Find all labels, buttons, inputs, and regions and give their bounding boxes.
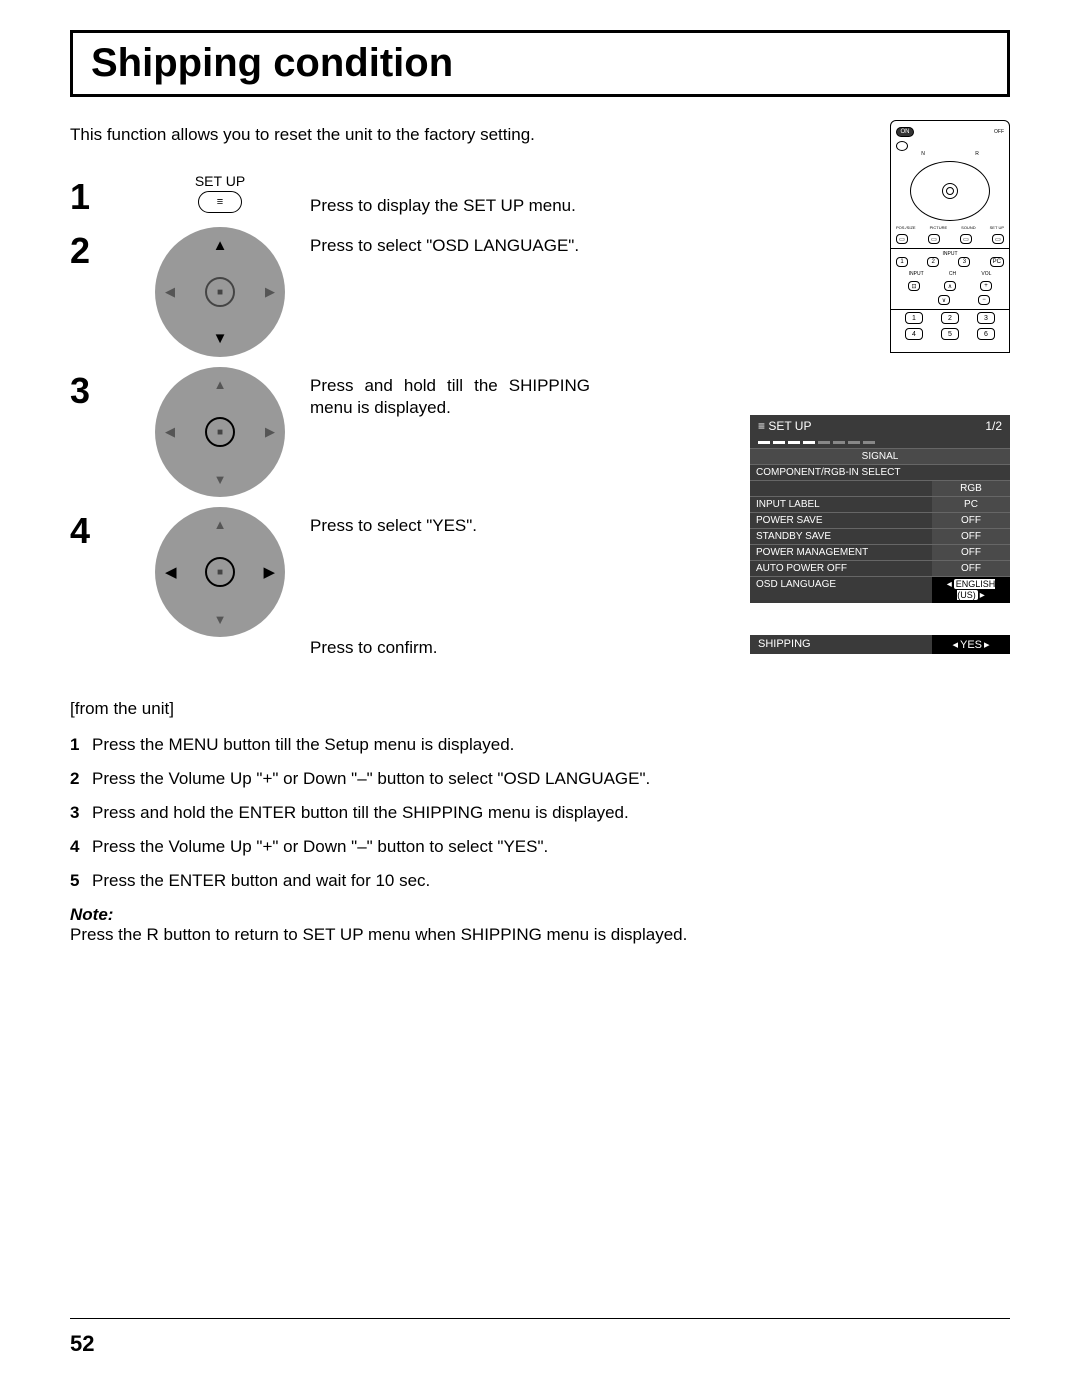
shipping-value: YES (932, 635, 1010, 654)
note-heading: Note: (70, 905, 1010, 925)
from-unit-heading: [from the unit] (70, 699, 1010, 719)
osd-row: POWER MANAGEMENTOFF (750, 544, 1010, 560)
list-item: 3Press and hold the ENTER button till th… (70, 803, 1010, 823)
remote-on-button: ON (896, 127, 914, 137)
osd-row: POWER SAVEOFF (750, 512, 1010, 528)
list-item: 5Press the ENTER button and wait for 10 … (70, 871, 1010, 891)
remote-dpad-icon (910, 161, 990, 221)
remote-r-label: R (950, 151, 1004, 157)
osd-progress-bars (750, 437, 1010, 448)
page-title: Shipping condition (91, 41, 989, 86)
osd-title-bar: ≡ SET UP 1/2 (750, 415, 1010, 437)
footer-rule (70, 1318, 1010, 1319)
osd-setup-menu: ≡ SET UP 1/2 SIGNAL COMPONENT/RGB-IN SEL… (750, 415, 1010, 603)
step-3-graphic: ▲ ▼ ◀ ▶ ■ (130, 367, 310, 497)
step-3-text: Press and hold till the SHIPPING menu is… (310, 367, 590, 419)
step-number: 4 (70, 507, 130, 549)
step-1-text: Press to display the SET UP menu. (310, 173, 576, 217)
step-1: 1 SET UP ≡ Press to display the SET UP m… (70, 173, 1010, 217)
shipping-label: SHIPPING (750, 635, 932, 654)
step-4-graphic: ▲ ▼ ◀ ▶ ■ (130, 507, 310, 637)
step-number: 1 (70, 173, 130, 215)
step-2: 2 ▲ ▼ ◀ ▶ ■ Press to select "OSD LANGUAG… (70, 227, 1010, 357)
step-2-text: Press to select "OSD LANGUAGE". (310, 227, 579, 257)
remote-off-button (896, 141, 908, 151)
dpad-icon: ▲ ▼ ◀ ▶ ■ (155, 507, 285, 637)
intro-text: This function allows you to reset the un… (70, 125, 1010, 145)
title-box: Shipping condition (70, 30, 1010, 97)
remote-n-label: N (896, 151, 950, 157)
remote-control-illustration: ON OFF N R POS./SIZE PICTURE SOUND SET U… (890, 120, 1010, 353)
step-4-text-1: Press to select "YES". (310, 507, 477, 537)
osd-page-indicator: 1/2 (985, 419, 1002, 433)
setup-label: SET UP (195, 173, 245, 189)
step-4-text-2: Press to confirm. (310, 637, 477, 659)
from-unit-list: 1Press the MENU button till the Setup me… (70, 735, 1010, 891)
from-unit-section: [from the unit] 1Press the MENU button t… (70, 699, 1010, 945)
osd-row: INPUT LABELPC (750, 496, 1010, 512)
osd-row: STANDBY SAVEOFF (750, 528, 1010, 544)
dpad-icon: ▲ ▼ ◀ ▶ ■ (155, 367, 285, 497)
remote-off-label: OFF (994, 129, 1004, 135)
step-number: 3 (70, 367, 130, 409)
note-body: Press the R button to return to SET UP m… (70, 925, 1010, 945)
step-1-graphic: SET UP ≡ (130, 173, 310, 213)
osd-language-row: OSD LANGUAGE ENGLISH (US) (750, 576, 1010, 603)
list-item: 1Press the MENU button till the Setup me… (70, 735, 1010, 755)
osd-shipping-menu: SHIPPING YES (750, 635, 1010, 654)
osd-row: AUTO POWER OFFOFF (750, 560, 1010, 576)
osd-component-row: COMPONENT/RGB-IN SELECT (750, 464, 1010, 480)
setup-button-icon: ≡ (198, 191, 242, 213)
list-item: 4Press the Volume Up "+" or Down "–" but… (70, 837, 1010, 857)
page-number: 52 (70, 1331, 94, 1357)
osd-row: RGB (750, 480, 1010, 496)
step-number: 2 (70, 227, 130, 269)
dpad-icon: ▲ ▼ ◀ ▶ ■ (155, 227, 285, 357)
osd-signal-row: SIGNAL (750, 448, 1010, 464)
step-2-graphic: ▲ ▼ ◀ ▶ ■ (130, 227, 310, 357)
list-item: 2Press the Volume Up "+" or Down "–" but… (70, 769, 1010, 789)
